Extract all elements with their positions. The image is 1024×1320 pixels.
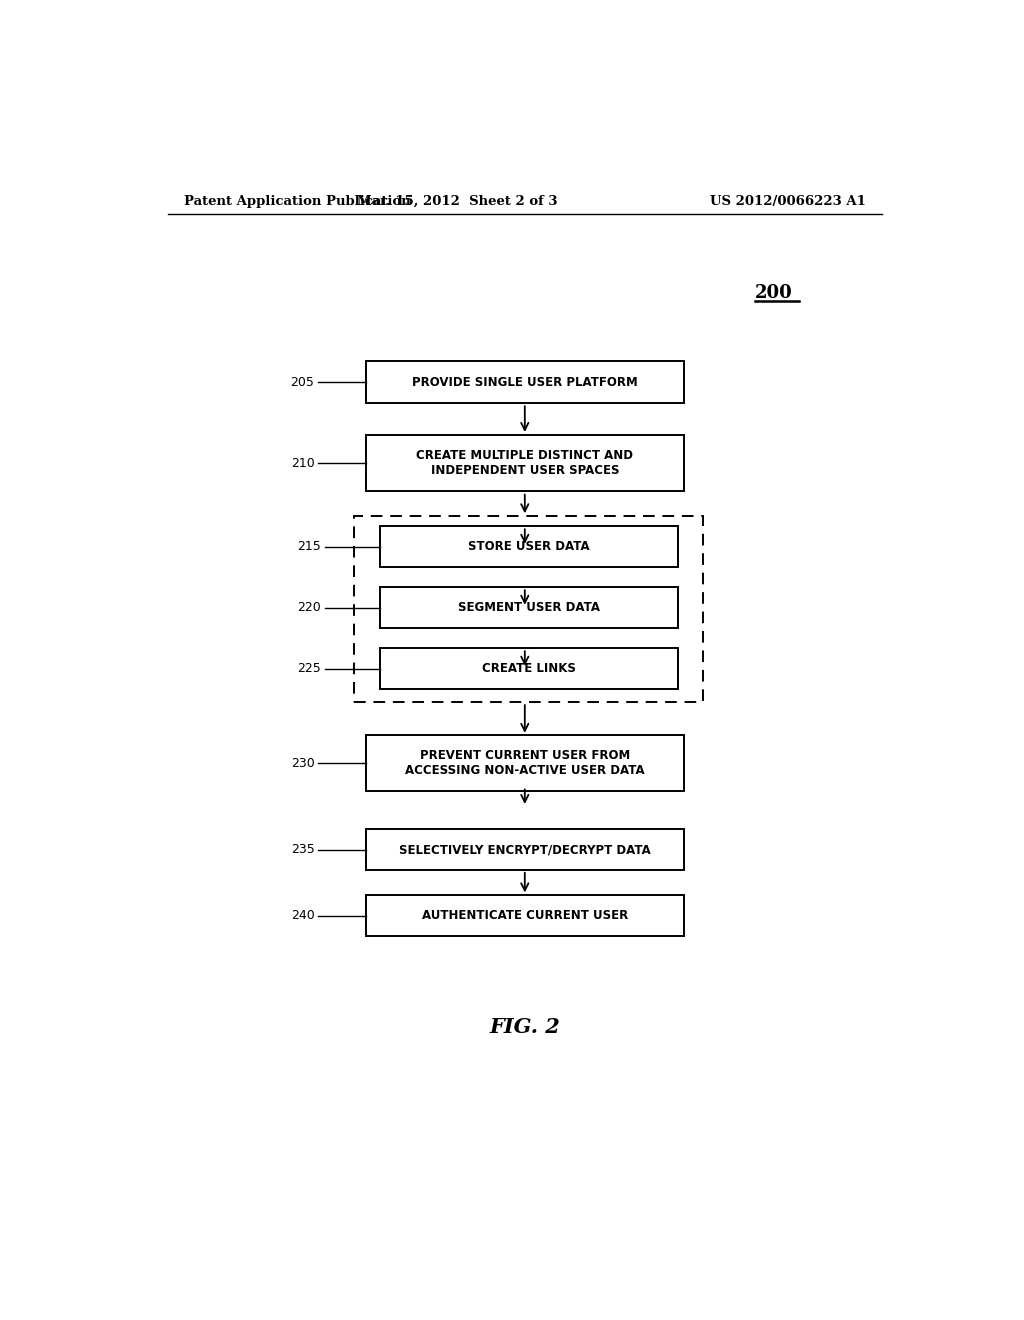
- Text: CREATE LINKS: CREATE LINKS: [482, 663, 575, 675]
- Bar: [354, 516, 703, 702]
- Bar: [367, 360, 684, 404]
- Text: 205: 205: [291, 375, 314, 388]
- Text: 220: 220: [297, 601, 321, 614]
- Text: STORE USER DATA: STORE USER DATA: [468, 540, 590, 553]
- Bar: [367, 735, 684, 791]
- Text: 240: 240: [291, 909, 314, 923]
- Text: 230: 230: [291, 756, 314, 770]
- Bar: [380, 648, 678, 689]
- Text: SEGMENT USER DATA: SEGMENT USER DATA: [458, 601, 600, 614]
- Text: 215: 215: [297, 540, 321, 553]
- Text: 210: 210: [291, 457, 314, 470]
- Text: SELECTIVELY ENCRYPT/DECRYPT DATA: SELECTIVELY ENCRYPT/DECRYPT DATA: [399, 843, 650, 857]
- Text: US 2012/0066223 A1: US 2012/0066223 A1: [711, 194, 866, 207]
- Text: PROVIDE SINGLE USER PLATFORM: PROVIDE SINGLE USER PLATFORM: [412, 375, 638, 388]
- Text: PREVENT CURRENT USER FROM
ACCESSING NON-ACTIVE USER DATA: PREVENT CURRENT USER FROM ACCESSING NON-…: [404, 750, 645, 777]
- Text: CREATE MULTIPLE DISTINCT AND
INDEPENDENT USER SPACES: CREATE MULTIPLE DISTINCT AND INDEPENDENT…: [417, 449, 633, 478]
- Text: 200: 200: [755, 284, 793, 301]
- Text: 225: 225: [297, 663, 321, 675]
- Text: FIG. 2: FIG. 2: [489, 1018, 560, 1038]
- Text: Patent Application Publication: Patent Application Publication: [183, 194, 411, 207]
- Bar: [367, 829, 684, 870]
- Bar: [380, 527, 678, 568]
- Text: AUTHENTICATE CURRENT USER: AUTHENTICATE CURRENT USER: [422, 909, 628, 923]
- Bar: [367, 436, 684, 491]
- Text: Mar. 15, 2012  Sheet 2 of 3: Mar. 15, 2012 Sheet 2 of 3: [357, 194, 558, 207]
- Bar: [367, 895, 684, 936]
- Text: 235: 235: [291, 843, 314, 857]
- Bar: [380, 587, 678, 628]
